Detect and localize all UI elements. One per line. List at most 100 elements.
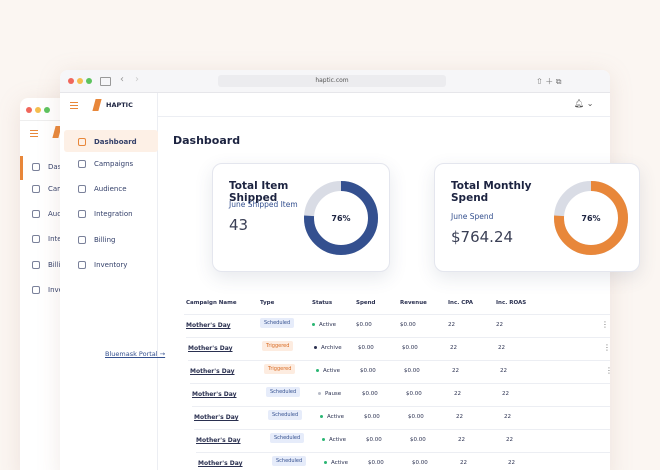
row-divider (186, 337, 610, 338)
nav-item[interactable]: Inventory (78, 261, 127, 269)
type-badge: Triggered (264, 364, 296, 374)
table-cell: Scheduled (260, 318, 295, 328)
row-menu[interactable]: ⋮ (601, 320, 609, 329)
notifications[interactable]: 🔔︎ ⌄ (574, 99, 594, 108)
table-cell: Scheduled (268, 410, 303, 420)
table-cell: Scheduled (270, 433, 305, 443)
table-cell: $0.00 (406, 391, 422, 397)
table-cell: $0.00 (364, 414, 380, 420)
table-cell: 22 (458, 437, 465, 443)
nav-item[interactable]: Integration (78, 210, 133, 218)
table-cell: $0.00 (360, 368, 376, 374)
nav-icon (32, 261, 40, 269)
nav-icon (32, 235, 40, 243)
donut-label: 76% (581, 214, 600, 223)
nav-icon (78, 210, 86, 218)
table-cell: 22 (452, 368, 459, 374)
campaign-link[interactable]: Mother's Day (186, 322, 231, 329)
table-cell: Archive (314, 345, 342, 351)
table-cell: 22 (498, 345, 505, 351)
type-badge: Triggered (262, 341, 294, 351)
table-cell: Active (324, 460, 348, 466)
card-subtitle: June Spend (451, 212, 494, 221)
stat-card: Total Item Shipped June Shipped Item 43 76% (212, 163, 390, 272)
nav-item[interactable]: Dashboard (78, 138, 137, 146)
table-cell: Scheduled (266, 387, 301, 397)
forward-button[interactable]: › (135, 74, 139, 85)
row-menu[interactable]: ⋮ (605, 366, 610, 375)
back-button[interactable]: ‹ (120, 74, 124, 85)
campaign-link[interactable]: Mother's Day (192, 391, 237, 398)
nav-item[interactable]: Billing (78, 236, 115, 244)
nav-item[interactable]: Campaigns (78, 160, 133, 168)
table-cell: 22 (500, 368, 507, 374)
row-menu[interactable]: ⋮ (607, 389, 610, 398)
table-cell: Triggered (264, 364, 296, 374)
row-divider (196, 452, 610, 453)
donut-arc (304, 181, 378, 255)
row-divider (188, 360, 610, 361)
table-cell: 22 (508, 460, 515, 466)
table-cell: Active (316, 368, 340, 374)
row-divider (190, 383, 610, 384)
table-cell: $0.00 (368, 460, 384, 466)
type-badge: Scheduled (266, 387, 301, 397)
donut: 76% (554, 181, 628, 255)
row-divider (194, 429, 610, 430)
back-nav-item: Billing (32, 261, 69, 269)
table-cell: $0.00 (362, 391, 378, 397)
nav-icon (32, 210, 40, 218)
type-badge: Scheduled (260, 318, 295, 328)
nav-icon (78, 261, 86, 269)
row-divider (192, 406, 610, 407)
type-badge: Scheduled (268, 410, 303, 420)
table-cell: $0.00 (410, 437, 426, 443)
url-bar[interactable]: haptic.com (218, 75, 446, 87)
nav-icon (32, 286, 40, 294)
campaign-link[interactable]: Mother's Day (198, 460, 243, 467)
nav-label: Integration (94, 210, 133, 218)
nav-icon (32, 185, 40, 193)
menu-button[interactable] (70, 102, 78, 103)
nav-label: Dashboard (94, 138, 137, 146)
card-title: Total Item Shipped (229, 180, 289, 204)
row-menu[interactable]: ⋮ (609, 412, 610, 421)
nav-icon (32, 163, 40, 171)
table-cell: $0.00 (408, 414, 424, 420)
table-cell: 22 (454, 391, 461, 397)
table-cell: Active (320, 414, 344, 420)
type-badge: Scheduled (270, 433, 305, 443)
nav-label: Campaigns (94, 160, 134, 168)
table-cell: $0.00 (358, 345, 374, 351)
nav-item[interactable]: Audience (78, 185, 127, 193)
table-cell: 22 (448, 322, 455, 328)
portal-link[interactable]: Bluemask Portal → (105, 350, 166, 358)
card-title: Total Monthly Spend (451, 180, 532, 204)
donut-label: 76% (331, 214, 350, 223)
card-subtitle: June Shipped Item (229, 200, 298, 209)
sidebar (60, 93, 158, 470)
table-cell: Active (322, 437, 346, 443)
page-title: Dashboard (173, 134, 241, 147)
row-menu[interactable]: ⋮ (603, 343, 610, 352)
status: Pause (318, 391, 341, 397)
status: Active (324, 460, 348, 466)
campaign-link[interactable]: Mother's Day (196, 437, 241, 444)
table-cell: Pause (318, 391, 341, 397)
campaign-link[interactable]: Mother's Day (194, 414, 239, 421)
type-badge: Scheduled (272, 456, 307, 466)
campaign-link[interactable]: Mother's Day (190, 368, 235, 375)
table-cell: 22 (502, 391, 509, 397)
status: Archive (314, 345, 342, 351)
column-header: Type (260, 300, 275, 306)
table-cell: $0.00 (356, 322, 372, 328)
campaign-link[interactable]: Mother's Day (188, 345, 233, 352)
donut: 76% (304, 181, 378, 255)
table-cell: 22 (450, 345, 457, 351)
table-cell: Triggered (262, 341, 294, 351)
brand: HAPTIC (106, 101, 133, 109)
table-cell: 22 (456, 414, 463, 420)
nav-label: Audience (94, 185, 127, 193)
nav-icon (78, 138, 86, 146)
column-header: Campaign Name (186, 300, 237, 306)
